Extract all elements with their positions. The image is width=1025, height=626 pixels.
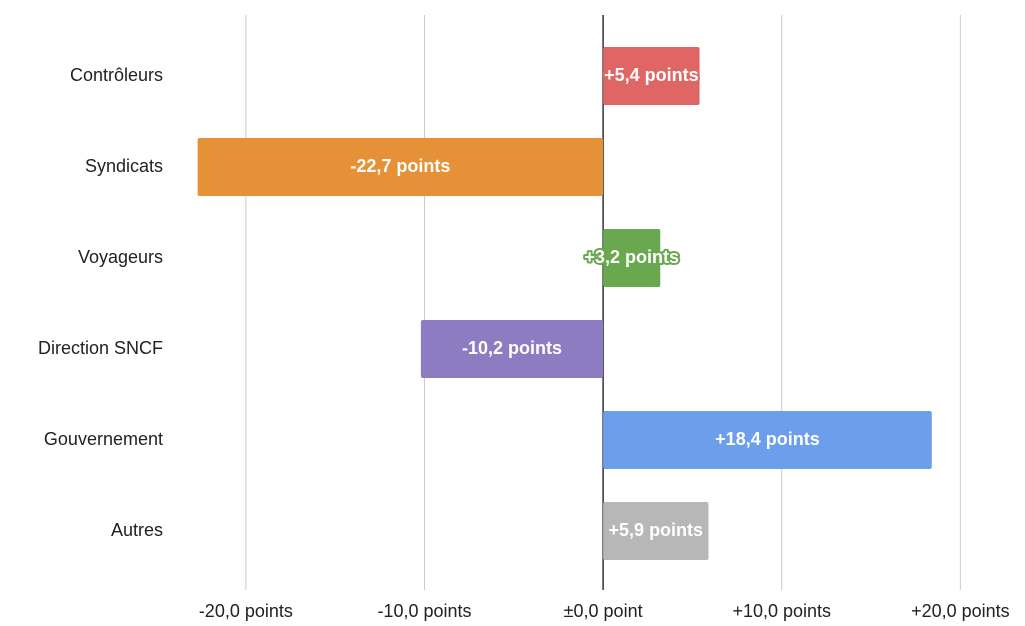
x-tick-label: +10,0 points (732, 601, 831, 621)
value-label: -10,2 points (462, 338, 562, 358)
y-tick-label: Gouvernement (44, 429, 163, 449)
value-label: +18,4 points (715, 429, 820, 449)
value-label: +5,4 points (604, 65, 699, 85)
y-tick-label: Direction SNCF (38, 338, 163, 358)
bar (603, 411, 932, 469)
y-tick-label: Autres (111, 520, 163, 540)
y-tick-label: Voyageurs (78, 247, 163, 267)
x-tick-label: +20,0 points (911, 601, 1010, 621)
bar (603, 47, 700, 105)
x-tick-label: -20,0 points (199, 601, 293, 621)
bar (603, 229, 661, 287)
value-label: +5,9 points (609, 520, 704, 540)
bar (197, 138, 604, 196)
x-tick-label: ±0,0 point (564, 601, 643, 621)
value-label: -22,7 points (350, 156, 450, 176)
bar (420, 320, 604, 378)
value-label: +3,2 points (584, 247, 679, 267)
y-tick-label: Contrôleurs (70, 65, 163, 85)
y-tick-label: Syndicats (85, 156, 163, 176)
bar (603, 502, 709, 560)
x-tick-label: -10,0 points (377, 601, 471, 621)
